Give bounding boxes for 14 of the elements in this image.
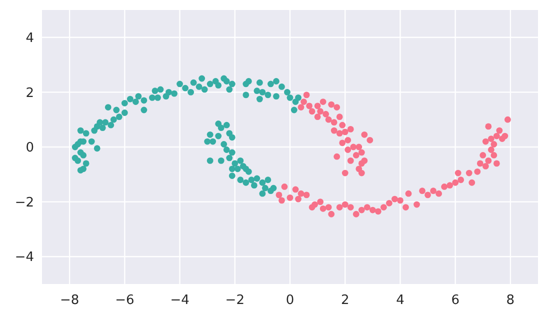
x-tick-label: −8 xyxy=(60,293,80,308)
x-tick-label: 0 xyxy=(286,293,294,308)
x-tick-label: −6 xyxy=(115,293,134,308)
x-tick-label: −2 xyxy=(225,293,244,308)
y-tick-label: 4 xyxy=(26,30,34,46)
y-tick-label: −4 xyxy=(14,250,34,266)
x-tick-label: 8 xyxy=(506,293,515,308)
x-tick-label: 2 xyxy=(340,293,350,308)
x-tick-label: 4 xyxy=(396,293,404,308)
y-tick-label: −2 xyxy=(14,195,34,210)
y-tick-label: 2 xyxy=(26,86,34,101)
y-tick-label: 0 xyxy=(26,140,34,156)
x-tick-label: 6 xyxy=(451,293,460,308)
x-tick-label: −4 xyxy=(170,293,190,308)
